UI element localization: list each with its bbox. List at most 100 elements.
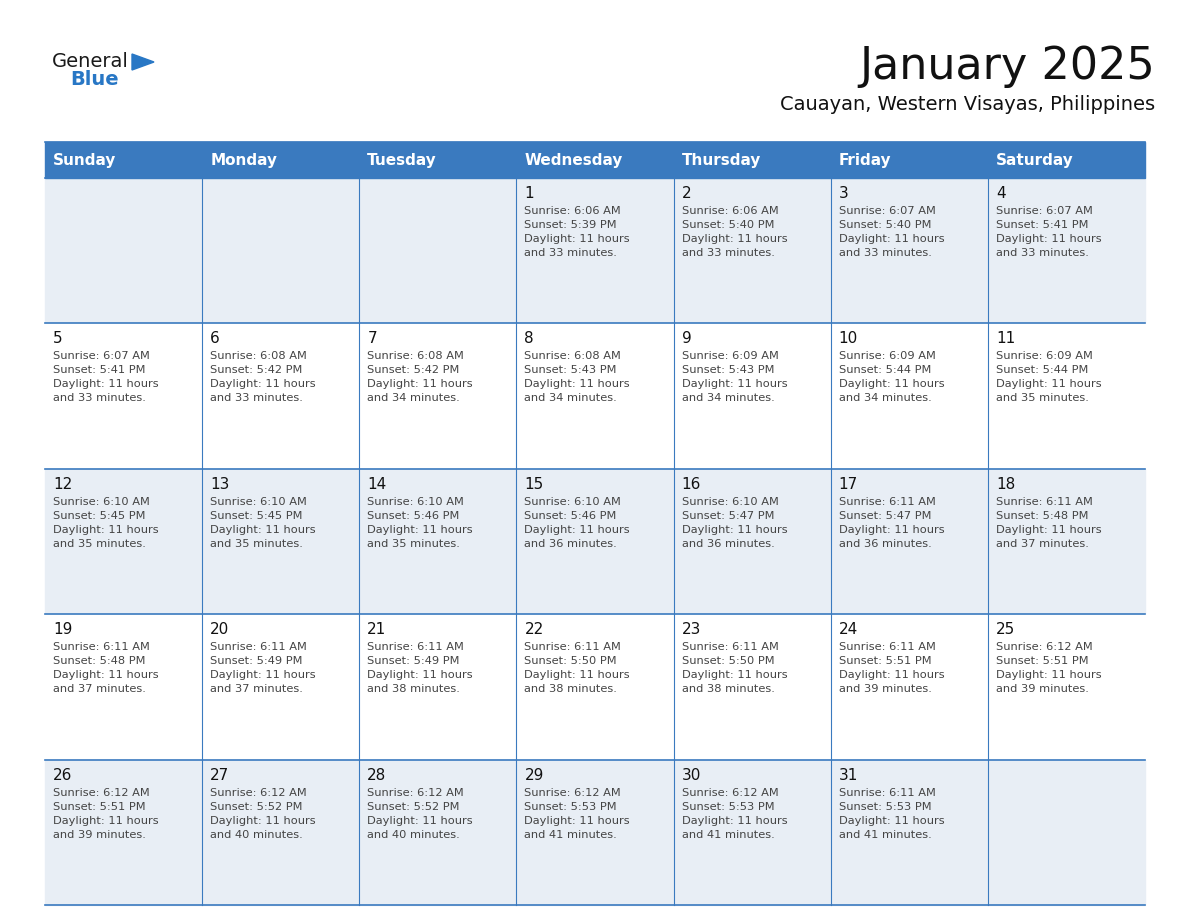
Text: 9: 9 — [682, 331, 691, 346]
Text: and 38 minutes.: and 38 minutes. — [682, 684, 775, 694]
Text: Sunrise: 6:06 AM: Sunrise: 6:06 AM — [682, 206, 778, 216]
Text: 13: 13 — [210, 476, 229, 492]
Text: Wednesday: Wednesday — [524, 152, 623, 167]
Text: Sunset: 5:47 PM: Sunset: 5:47 PM — [839, 510, 931, 521]
Text: and 37 minutes.: and 37 minutes. — [53, 684, 146, 694]
Text: Daylight: 11 hours: Daylight: 11 hours — [210, 379, 316, 389]
Text: Monday: Monday — [210, 152, 277, 167]
Text: Sunrise: 6:08 AM: Sunrise: 6:08 AM — [524, 352, 621, 362]
Text: and 41 minutes.: and 41 minutes. — [839, 830, 931, 840]
Text: and 38 minutes.: and 38 minutes. — [367, 684, 460, 694]
Text: Daylight: 11 hours: Daylight: 11 hours — [682, 670, 788, 680]
Text: and 41 minutes.: and 41 minutes. — [682, 830, 775, 840]
Bar — [45, 142, 1145, 178]
Text: 23: 23 — [682, 622, 701, 637]
Text: Daylight: 11 hours: Daylight: 11 hours — [996, 525, 1101, 535]
Text: 2: 2 — [682, 186, 691, 201]
Text: Daylight: 11 hours: Daylight: 11 hours — [53, 525, 159, 535]
Text: Sunset: 5:51 PM: Sunset: 5:51 PM — [839, 656, 931, 666]
Text: Sunrise: 6:09 AM: Sunrise: 6:09 AM — [839, 352, 936, 362]
Text: Daylight: 11 hours: Daylight: 11 hours — [210, 525, 316, 535]
Text: Sunrise: 6:11 AM: Sunrise: 6:11 AM — [53, 643, 150, 652]
Text: Sunset: 5:52 PM: Sunset: 5:52 PM — [367, 801, 460, 812]
Text: 20: 20 — [210, 622, 229, 637]
Text: Sunrise: 6:07 AM: Sunrise: 6:07 AM — [53, 352, 150, 362]
Text: Sunrise: 6:06 AM: Sunrise: 6:06 AM — [524, 206, 621, 216]
Text: 18: 18 — [996, 476, 1015, 492]
Text: and 39 minutes.: and 39 minutes. — [53, 830, 146, 840]
Text: Sunrise: 6:11 AM: Sunrise: 6:11 AM — [210, 643, 307, 652]
Text: Daylight: 11 hours: Daylight: 11 hours — [210, 670, 316, 680]
Text: Daylight: 11 hours: Daylight: 11 hours — [53, 379, 159, 389]
Text: Daylight: 11 hours: Daylight: 11 hours — [839, 815, 944, 825]
Text: and 33 minutes.: and 33 minutes. — [996, 248, 1088, 258]
Text: and 41 minutes.: and 41 minutes. — [524, 830, 618, 840]
Text: and 34 minutes.: and 34 minutes. — [524, 394, 618, 403]
Text: Sunrise: 6:09 AM: Sunrise: 6:09 AM — [996, 352, 1093, 362]
Text: and 39 minutes.: and 39 minutes. — [839, 684, 931, 694]
Text: 12: 12 — [53, 476, 72, 492]
Text: Sunset: 5:48 PM: Sunset: 5:48 PM — [53, 656, 145, 666]
Bar — [45, 323, 1145, 469]
Text: Sunrise: 6:11 AM: Sunrise: 6:11 AM — [682, 643, 778, 652]
Text: and 33 minutes.: and 33 minutes. — [210, 394, 303, 403]
Text: Daylight: 11 hours: Daylight: 11 hours — [53, 815, 159, 825]
Text: and 36 minutes.: and 36 minutes. — [682, 539, 775, 549]
Text: 11: 11 — [996, 331, 1015, 346]
Text: Sunrise: 6:08 AM: Sunrise: 6:08 AM — [367, 352, 465, 362]
Text: Sunset: 5:41 PM: Sunset: 5:41 PM — [53, 365, 145, 375]
Text: Sunset: 5:39 PM: Sunset: 5:39 PM — [524, 220, 617, 230]
Text: Daylight: 11 hours: Daylight: 11 hours — [682, 815, 788, 825]
Text: Sunrise: 6:11 AM: Sunrise: 6:11 AM — [839, 788, 936, 798]
Text: Daylight: 11 hours: Daylight: 11 hours — [210, 815, 316, 825]
Text: Daylight: 11 hours: Daylight: 11 hours — [839, 234, 944, 244]
Text: Daylight: 11 hours: Daylight: 11 hours — [996, 379, 1101, 389]
Text: and 37 minutes.: and 37 minutes. — [996, 539, 1088, 549]
Text: Daylight: 11 hours: Daylight: 11 hours — [367, 525, 473, 535]
Polygon shape — [132, 54, 154, 70]
Text: Daylight: 11 hours: Daylight: 11 hours — [839, 670, 944, 680]
Text: Sunset: 5:44 PM: Sunset: 5:44 PM — [996, 365, 1088, 375]
Text: Thursday: Thursday — [682, 152, 762, 167]
Text: 28: 28 — [367, 767, 386, 783]
Text: Sunset: 5:46 PM: Sunset: 5:46 PM — [367, 510, 460, 521]
Text: Sunset: 5:48 PM: Sunset: 5:48 PM — [996, 510, 1088, 521]
Text: and 36 minutes.: and 36 minutes. — [524, 539, 618, 549]
Text: Sunrise: 6:12 AM: Sunrise: 6:12 AM — [524, 788, 621, 798]
Text: Sunrise: 6:12 AM: Sunrise: 6:12 AM — [996, 643, 1093, 652]
Text: and 33 minutes.: and 33 minutes. — [53, 394, 146, 403]
Text: 6: 6 — [210, 331, 220, 346]
Text: 4: 4 — [996, 186, 1005, 201]
Text: Daylight: 11 hours: Daylight: 11 hours — [524, 379, 630, 389]
Text: and 35 minutes.: and 35 minutes. — [996, 394, 1088, 403]
Text: Daylight: 11 hours: Daylight: 11 hours — [996, 670, 1101, 680]
Text: Cauayan, Western Visayas, Philippines: Cauayan, Western Visayas, Philippines — [779, 95, 1155, 114]
Text: and 38 minutes.: and 38 minutes. — [524, 684, 618, 694]
Text: and 33 minutes.: and 33 minutes. — [839, 248, 931, 258]
Text: Sunrise: 6:10 AM: Sunrise: 6:10 AM — [210, 497, 307, 507]
Bar — [45, 614, 1145, 759]
Text: Sunset: 5:51 PM: Sunset: 5:51 PM — [996, 656, 1088, 666]
Text: 1: 1 — [524, 186, 535, 201]
Text: 16: 16 — [682, 476, 701, 492]
Text: 29: 29 — [524, 767, 544, 783]
Text: and 40 minutes.: and 40 minutes. — [210, 830, 303, 840]
Text: Sunrise: 6:10 AM: Sunrise: 6:10 AM — [524, 497, 621, 507]
Text: Daylight: 11 hours: Daylight: 11 hours — [682, 234, 788, 244]
Text: January 2025: January 2025 — [859, 45, 1155, 88]
Text: Daylight: 11 hours: Daylight: 11 hours — [524, 815, 630, 825]
Text: and 33 minutes.: and 33 minutes. — [682, 248, 775, 258]
Text: 15: 15 — [524, 476, 544, 492]
Text: Sunrise: 6:12 AM: Sunrise: 6:12 AM — [367, 788, 465, 798]
Text: Daylight: 11 hours: Daylight: 11 hours — [524, 234, 630, 244]
Text: Sunset: 5:40 PM: Sunset: 5:40 PM — [839, 220, 931, 230]
Text: 27: 27 — [210, 767, 229, 783]
Text: Sunset: 5:49 PM: Sunset: 5:49 PM — [210, 656, 303, 666]
Text: and 35 minutes.: and 35 minutes. — [210, 539, 303, 549]
Text: Sunrise: 6:08 AM: Sunrise: 6:08 AM — [210, 352, 307, 362]
Text: Sunset: 5:49 PM: Sunset: 5:49 PM — [367, 656, 460, 666]
Text: Sunset: 5:51 PM: Sunset: 5:51 PM — [53, 801, 146, 812]
Text: Sunrise: 6:12 AM: Sunrise: 6:12 AM — [53, 788, 150, 798]
Text: Daylight: 11 hours: Daylight: 11 hours — [53, 670, 159, 680]
Text: Daylight: 11 hours: Daylight: 11 hours — [524, 670, 630, 680]
